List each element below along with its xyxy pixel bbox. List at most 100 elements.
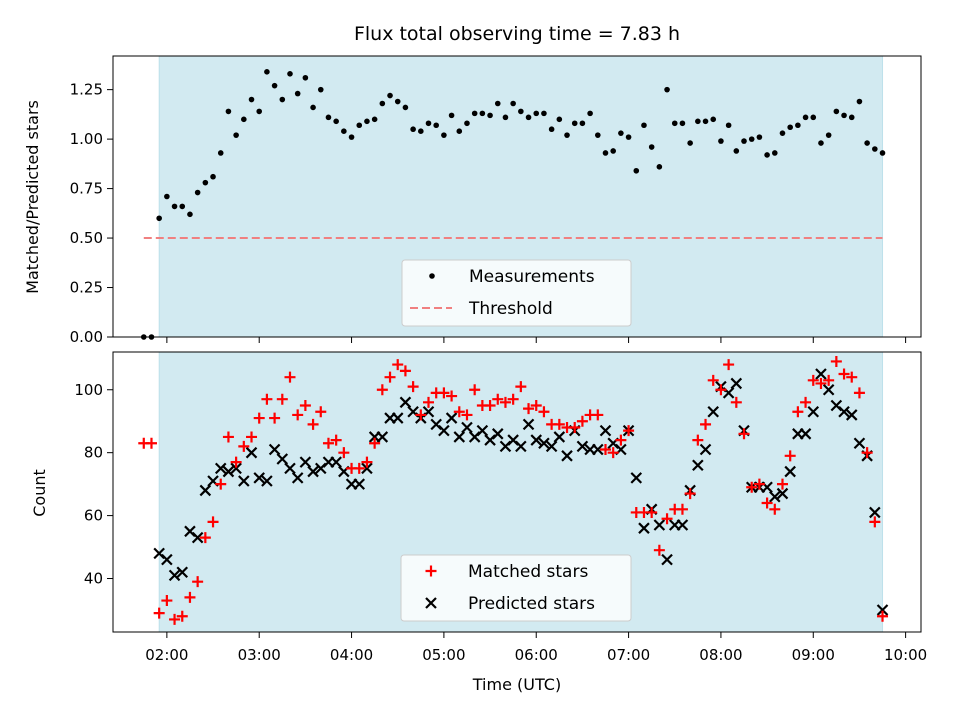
predicted-point xyxy=(330,456,342,468)
matched-point xyxy=(607,447,619,459)
matched-point xyxy=(161,595,173,607)
matched-point xyxy=(230,456,242,468)
matched-point xyxy=(492,393,504,405)
matched-point xyxy=(746,481,758,493)
predicted-point xyxy=(214,462,227,475)
matched-point xyxy=(776,478,788,490)
measurement-point xyxy=(787,124,793,131)
matched-points xyxy=(138,355,889,625)
matched-point xyxy=(392,359,404,371)
matched-point xyxy=(761,497,773,509)
matched-point xyxy=(661,513,673,525)
predicted-point xyxy=(845,409,858,421)
measurement-point xyxy=(187,211,193,218)
measurement-point xyxy=(764,152,770,158)
y-tick-label: 60 xyxy=(84,507,103,525)
matched-point xyxy=(815,377,827,389)
predicted-point xyxy=(853,437,866,450)
predicted-point xyxy=(168,569,181,582)
matched-point xyxy=(423,396,435,408)
predicted-point xyxy=(191,531,204,544)
measurement-point xyxy=(233,132,239,138)
legend-marker xyxy=(429,273,435,279)
predicted-point xyxy=(291,472,304,484)
measurement-point xyxy=(841,112,847,119)
predicted-point xyxy=(399,396,412,409)
measurement-point xyxy=(456,128,463,134)
matched-point xyxy=(738,428,750,440)
measurement-point xyxy=(633,167,640,174)
x-tick-label: 06:00 xyxy=(515,646,558,664)
predicted-point xyxy=(630,472,643,484)
matched-point xyxy=(792,406,804,418)
y-tick-label: 100 xyxy=(74,381,103,399)
matched-point xyxy=(353,462,365,474)
predicted-point xyxy=(376,431,389,443)
predicted-point xyxy=(730,377,743,390)
matched-point xyxy=(322,437,334,449)
measurement-point xyxy=(741,138,747,144)
bottom-frame xyxy=(112,351,922,633)
matched-point xyxy=(784,450,796,462)
measurement-point xyxy=(602,150,609,156)
matched-point xyxy=(861,447,873,459)
measurement-point xyxy=(779,130,786,136)
measurement-point xyxy=(210,173,216,180)
matched-point xyxy=(415,409,427,421)
predicted-point xyxy=(661,553,673,566)
measurement-point xyxy=(656,164,663,170)
matched-point xyxy=(361,456,373,468)
predicted-point xyxy=(268,443,281,456)
predicted-point xyxy=(869,506,881,519)
measurement-point xyxy=(248,96,255,103)
matched-point xyxy=(261,393,273,405)
predicted-point xyxy=(515,440,527,453)
top-panel: 0.00 0.25 0.50 0.75 1.00 1.25 Flux total obse… xyxy=(23,23,922,346)
matched-point xyxy=(207,516,219,528)
y-tick-label: 0.25 xyxy=(70,279,103,297)
x-tick-label: 04:00 xyxy=(330,646,373,664)
matched-point xyxy=(238,440,250,452)
measurement-point xyxy=(341,128,347,134)
matched-point xyxy=(800,396,812,408)
matched-point xyxy=(569,422,581,434)
predicted-point xyxy=(676,519,689,531)
measurement-point xyxy=(795,122,801,129)
matched-point xyxy=(145,437,157,449)
x-tick-label: 02:00 xyxy=(145,646,188,664)
measurement-point xyxy=(394,98,401,105)
matched-point xyxy=(846,371,858,383)
y-tick-label: 0.50 xyxy=(70,229,103,247)
matched-point xyxy=(715,384,727,396)
matched-point xyxy=(315,406,327,418)
measurement-point xyxy=(356,122,363,129)
measurement-point xyxy=(179,203,186,210)
matched-point xyxy=(253,412,265,424)
measurement-point xyxy=(548,126,555,133)
matched-point xyxy=(523,403,535,415)
predicted-point xyxy=(530,434,543,446)
matched-point xyxy=(215,478,227,490)
y-tick-label: 0.00 xyxy=(70,328,103,346)
measurement-point xyxy=(279,96,286,103)
predicted-point xyxy=(838,405,850,418)
matched-point xyxy=(369,437,381,449)
predicted-point xyxy=(545,440,558,453)
matched-point xyxy=(838,368,850,380)
predicted-point xyxy=(253,472,265,484)
matched-point xyxy=(453,406,465,418)
legend-label: Threshold xyxy=(468,299,553,319)
measurement-point xyxy=(718,138,724,144)
matched-point xyxy=(723,359,735,371)
matched-point xyxy=(707,374,719,386)
matched-point xyxy=(446,390,458,402)
measurement-point xyxy=(510,100,516,107)
measurement-point xyxy=(287,71,293,77)
matched-point xyxy=(823,374,835,386)
top-legend: Measurements Threshold xyxy=(401,259,632,327)
measurement-point xyxy=(872,146,878,152)
y-tick-label: 0.75 xyxy=(70,180,103,198)
measurement-point xyxy=(702,118,709,125)
measurement-point xyxy=(587,110,593,117)
measurement-point xyxy=(856,98,863,105)
